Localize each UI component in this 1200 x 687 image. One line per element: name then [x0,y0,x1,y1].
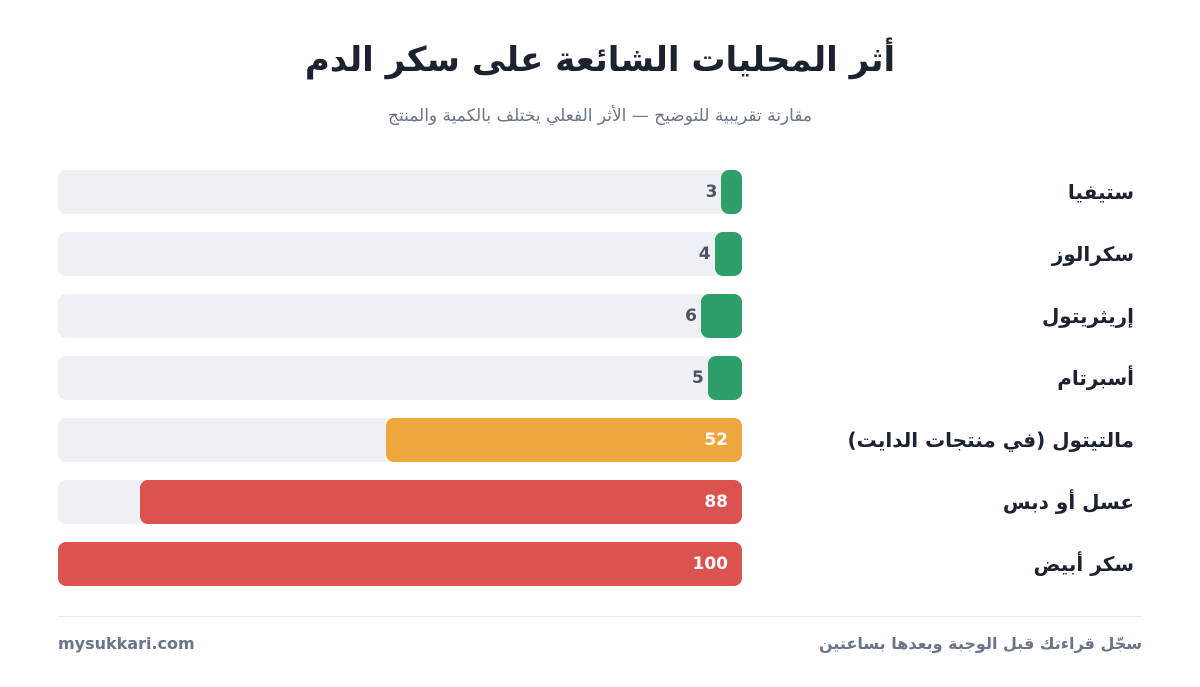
bar-chart: 3 ستيفيا 4 سكرالوز 6 إريثريتول 5 أسبرتام 52 مالتي… [58,170,1142,590]
bar [700,294,742,338]
bar-track [58,356,742,400]
category-label: أسبرتام [1057,366,1134,390]
bar-row: 4 سكرالوز [58,232,1142,276]
bar [386,418,742,462]
footer-note: سجّل قراءتك قبل الوجبة وبعدها بساعتين [819,634,1142,653]
bar-row: 5 أسبرتام [58,356,1142,400]
bar [58,542,742,586]
bar [140,480,742,524]
bar-value-label: 100 [692,554,729,574]
bar-value-label: 6 [685,306,697,326]
bar-row: 100 سكر أبيض [58,542,1142,586]
bar [707,356,742,400]
bar [721,170,742,214]
site-url[interactable]: mysukkari.com [58,634,195,653]
chart-title: أثر المحليات الشائعة على سكر الدم [304,40,896,80]
bar-row: 52 مالتيتول (في منتجات الدايت) [58,418,1142,462]
bar-track [58,232,742,276]
category-label: سكرالوز [1051,242,1134,266]
bar-row: 3 ستيفيا [58,170,1142,214]
category-label: ستيفيا [1067,180,1134,204]
bar-value-label: 5 [691,368,704,388]
bar-track [58,294,742,338]
bar-value-label: 52 [704,430,728,450]
category-label: سكر أبيض [1033,552,1134,576]
bar-row: 88 عسل أو دبس [58,480,1142,524]
category-label: إريثريتول [1041,304,1134,328]
category-label: مالتيتول (في منتجات الدايت) [847,428,1134,452]
bar-row: 6 إريثريتول [58,294,1142,338]
bar-value-label: 4 [698,244,711,264]
bar-value-label: 3 [705,182,718,202]
bar-value-label: 88 [704,492,728,512]
chart-subtitle: مقارنة تقريبية للتوضيح — الأثر الفعلي يخ… [387,106,813,126]
footer-divider [58,616,1142,617]
bar-track [58,170,742,214]
category-label: عسل أو دبس [1002,490,1134,514]
bar [714,232,742,276]
